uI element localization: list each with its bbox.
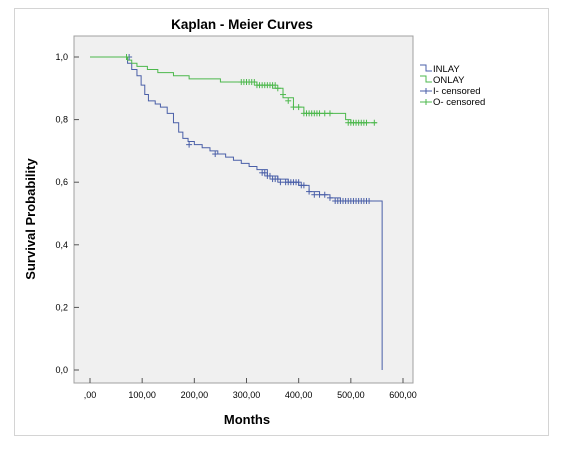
legend-line-symbol [420,64,432,72]
inlay-censor-mark [266,172,273,179]
inlay-censor-mark [295,179,302,186]
legend-item-onlay-censored: O- censored [420,97,485,108]
onlay-censor-mark [321,110,328,117]
inlay-censor-mark [300,182,307,189]
x-tick-label: 200,00 [181,390,209,400]
y-tick-label: 0,8 [55,115,68,125]
x-tick-label: 300,00 [233,390,261,400]
kaplan-meier-chart: Kaplan - Meier Curves 0,0 0,2 0,4 0,6 0,8 1,0… [23,17,485,427]
onlay-censor-mark [363,119,370,126]
inlay-censor-mark [326,194,333,201]
onlay-censor-mark [285,97,292,104]
inlay-censor-mark [186,141,193,148]
inlay-censor-mark [306,188,313,195]
legend-item-onlay: ONLAY [420,75,465,86]
inlay-censor-mark [212,151,219,158]
inlay-censor-mark [311,191,318,198]
inlay-censor-mark [261,169,268,176]
onlay-censor-mark [326,110,333,117]
x-tick-label: 400,00 [285,390,313,400]
inlay-censor-mark [366,197,373,204]
x-axis: ,00 100,00 200,00 300,00 400,00 500,00 600,00 [84,378,417,400]
plot-area [73,35,414,384]
legend-line-symbol [420,75,432,83]
onlay-censor-mark [274,85,281,92]
inlay-censor-mark [274,176,281,183]
y-tick-label: 0,4 [55,240,68,250]
y-tick-label: 1,0 [55,52,68,62]
legend-label: O- censored [433,97,485,108]
y-axis: 0,0 0,2 0,4 0,6 0,8 1,0 [55,52,79,375]
legend-item-inlay: INLAY [420,64,460,75]
legend-label: ONLAY [433,75,465,86]
x-tick-label: 500,00 [337,390,365,400]
inlay-censor-mark [277,179,284,186]
legend-item-inlay-censored: I- censored [420,86,481,97]
y-tick-label: 0,6 [55,177,68,187]
x-tick-label: 100,00 [128,390,156,400]
chart-title: Kaplan - Meier Curves [171,17,313,32]
onlay-censor-mark [371,119,378,126]
x-tick-label: 600,00 [389,390,417,400]
x-tick-label: ,00 [84,390,97,400]
onlay-censor-mark [272,82,279,89]
onlay-censor-mark [290,104,297,111]
onlay-censor-mark [280,91,287,98]
y-tick-label: 0,0 [55,365,68,375]
inlay-censor-mark [316,191,323,198]
x-axis-title: Months [224,412,270,427]
y-axis-title: Survival Probability [23,158,38,280]
chart-frame: Kaplan - Meier Curves 0,0 0,2 0,4 0,6 0,8 1,0… [14,8,549,436]
inlay-censor-mark [321,191,328,198]
onlay-censor-mark [251,79,258,86]
onlay-censor-mark [316,110,323,117]
onlay-censor-mark [295,104,302,111]
onlay-censor-mark [123,54,130,60]
censor-layer [123,54,378,204]
legend-label: I- censored [433,86,481,97]
legend-label: INLAY [433,64,460,75]
y-tick-label: 0,2 [55,302,68,312]
